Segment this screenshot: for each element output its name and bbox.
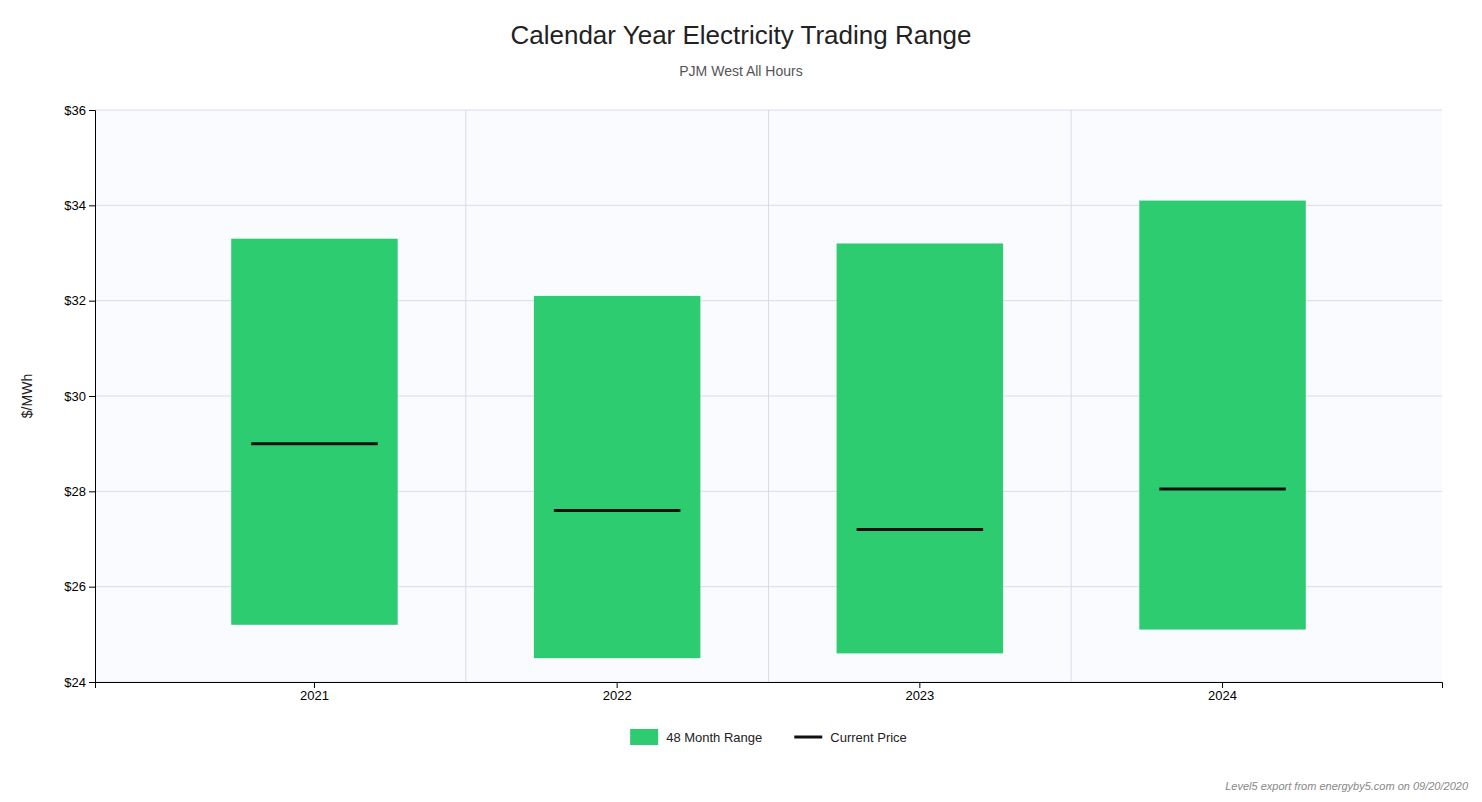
y-axis-label: $/MWh <box>19 374 35 418</box>
legend-item: Current Price <box>794 730 907 745</box>
y-tick-label: $32 <box>64 293 86 308</box>
plot-background <box>95 110 1442 682</box>
subtitle: PJM West All Hours <box>679 63 802 79</box>
legend: 48 Month Range Current Price <box>630 729 907 745</box>
y-tick-mark <box>89 205 95 206</box>
group-divider <box>768 110 769 682</box>
chart: Calendar Year Electricity Trading Range P… <box>0 0 1482 802</box>
y-tick: $34 <box>64 198 95 213</box>
y-tick-mark <box>89 396 95 397</box>
y-tick-label: $26 <box>64 579 86 594</box>
price-dash <box>554 509 681 512</box>
series-1 <box>251 444 1286 530</box>
price-dash <box>1159 487 1286 490</box>
y-tick-label: $36 <box>64 103 86 118</box>
y-tick: $32 <box>64 293 95 308</box>
range-bar <box>231 239 397 625</box>
legend-swatch <box>794 736 822 739</box>
group-divider <box>465 110 466 682</box>
legend-item: 48 Month Range <box>630 729 762 745</box>
grid <box>95 110 1442 682</box>
y-tick-label: $24 <box>64 675 86 690</box>
y-tick: $36 <box>64 103 95 118</box>
plot: $24 $26 $28 $30 $32 $34 $36 2021 2022 2023 2024 <box>64 103 1442 704</box>
y-tick-mark <box>89 587 95 588</box>
x-tick-mark <box>617 682 618 688</box>
series-0 <box>231 201 1306 659</box>
group-divider <box>1071 110 1072 682</box>
x-tick-label: 2021 <box>300 688 329 703</box>
x-tick-label: 2023 <box>905 688 934 703</box>
x-axis: 2021 2022 2023 2024 <box>96 682 1443 703</box>
x-tick-label: 2024 <box>1208 688 1237 703</box>
x-tick: 2023 <box>905 682 934 703</box>
x-tick: 2022 <box>603 682 632 703</box>
price-dash <box>251 442 378 445</box>
price-dash <box>857 528 984 531</box>
marks <box>231 201 1306 659</box>
x-tick-mark <box>1222 682 1223 688</box>
y-tick: $30 <box>64 389 95 404</box>
legend-swatch <box>630 729 658 745</box>
y-tick-label: $34 <box>64 198 86 213</box>
title: Calendar Year Electricity Trading Range <box>510 20 971 50</box>
legend-label: 48 Month Range <box>666 730 762 745</box>
y-tick: $26 <box>64 579 95 594</box>
range-bar <box>837 243 1003 653</box>
watermark: Level5 export from energyby5.com on 09/2… <box>1225 780 1469 792</box>
y-tick-mark <box>89 491 95 492</box>
y-tick-mark <box>89 682 95 683</box>
y-tick: $24 <box>64 675 95 690</box>
y-tick-label: $28 <box>64 484 86 499</box>
x-tick-mark <box>314 682 315 688</box>
x-tick-mark <box>919 682 920 688</box>
legend-label: Current Price <box>830 730 907 745</box>
x-tick: 2021 <box>300 682 329 703</box>
y-axis: $24 $26 $28 $30 $32 $34 $36 <box>64 103 95 690</box>
x-axis-line <box>96 683 1443 689</box>
y-axis-line <box>89 111 96 683</box>
y-tick-mark <box>89 301 95 302</box>
x-tick-label: 2022 <box>603 688 632 703</box>
x-tick: 2024 <box>1208 682 1237 703</box>
range-bar <box>1139 201 1305 630</box>
range-bar <box>534 296 700 658</box>
y-tick-mark <box>89 110 95 111</box>
y-tick: $28 <box>64 484 95 499</box>
y-tick-label: $30 <box>64 389 86 404</box>
